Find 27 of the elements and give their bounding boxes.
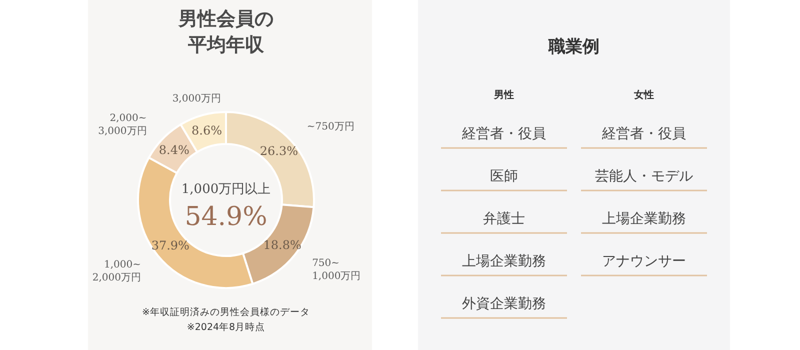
text: 職業例 [548, 37, 600, 57]
text: ※2024年8月時点 [186, 321, 266, 333]
slice-label: 750~ 1,000万円 [312, 258, 361, 282]
text: 経営者・役員 [461, 126, 546, 142]
text: 上場企業勤務 [462, 254, 546, 270]
data-label: 18.8% [263, 238, 302, 252]
text: 1,000万円以上 [181, 182, 271, 197]
text: 上場企業勤務 [602, 211, 686, 227]
data-label: 8.4% [158, 143, 190, 158]
text: 経営者・役員 [601, 126, 686, 142]
text: 男性 [493, 89, 514, 101]
slice-label: 3,000万円 [172, 94, 221, 105]
data-label: 26.3% [260, 144, 298, 158]
text: 芸能人・モデル [595, 168, 693, 184]
text: 弁護士 [483, 211, 525, 227]
chart-title: 男性会員の平均年収 [178, 8, 274, 56]
text: 女性 [633, 89, 654, 101]
data-label: 37.9% [151, 238, 190, 253]
text: 外資企業勤務 [462, 296, 546, 312]
text: アナウンサー [602, 254, 686, 270]
data-label: 8.6% [192, 124, 222, 138]
text: 医師 [490, 168, 518, 184]
text: ※年収証明済みの男性会員様のデータ [142, 306, 310, 318]
text: 54.9% [184, 202, 268, 232]
slice-label: 1,000~ 2,000万円 [92, 259, 142, 284]
slice-label: 2,000~ 3,000万円 [98, 113, 147, 138]
slice-label: ~750万円 [306, 121, 354, 132]
